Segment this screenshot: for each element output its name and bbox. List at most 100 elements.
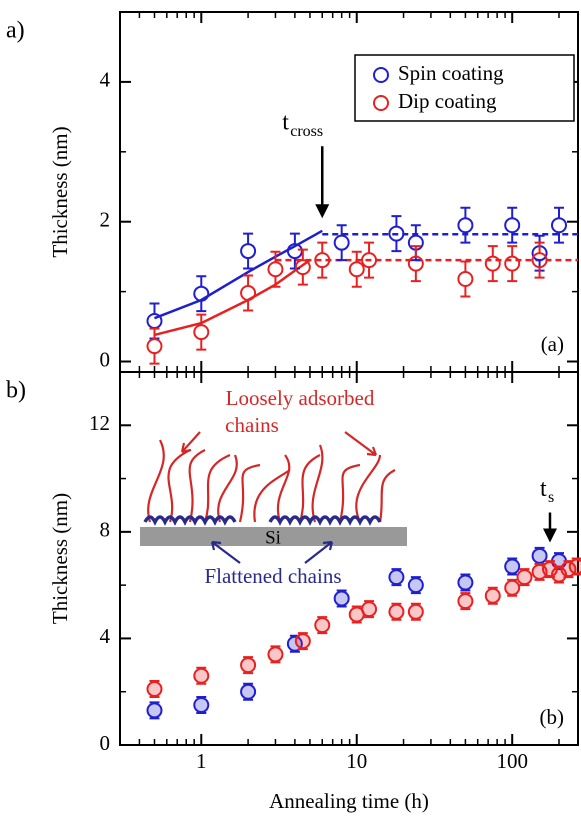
annotation-text: t bbox=[282, 110, 289, 136]
y-tick-label: 8 bbox=[100, 518, 111, 542]
annotation-text: t bbox=[540, 476, 547, 502]
panel-label: b) bbox=[6, 378, 26, 404]
x-axis-label: Annealing time (h) bbox=[269, 789, 429, 813]
illustration-label: Loosely adsorbed bbox=[226, 386, 375, 410]
data-point bbox=[504, 217, 521, 234]
error-bar bbox=[364, 241, 375, 279]
data-point bbox=[531, 547, 548, 564]
error-bar bbox=[297, 248, 308, 286]
data-point bbox=[240, 285, 257, 302]
x-tick-label: 1 bbox=[196, 749, 207, 773]
legend-marker bbox=[373, 95, 389, 111]
illustration-label: chains bbox=[225, 413, 279, 437]
data-point bbox=[457, 574, 474, 591]
y-axis-label: Thickness (nm) bbox=[48, 493, 72, 624]
error-bar bbox=[507, 245, 518, 283]
data-point bbox=[568, 558, 581, 575]
data-point bbox=[457, 271, 474, 288]
data-point bbox=[294, 259, 311, 276]
data-point bbox=[388, 603, 405, 620]
red-arrows bbox=[180, 431, 378, 457]
data-point bbox=[314, 617, 331, 634]
data-point bbox=[294, 633, 311, 650]
y-tick-label: 12 bbox=[89, 411, 110, 435]
error-bar bbox=[534, 241, 545, 279]
flat-chains bbox=[143, 515, 382, 526]
error-bar bbox=[507, 206, 518, 244]
error-bar bbox=[410, 245, 421, 283]
data-point bbox=[267, 646, 284, 663]
panel-label: a) bbox=[6, 18, 25, 44]
data-point bbox=[504, 558, 521, 575]
data-point bbox=[407, 255, 424, 272]
data-point bbox=[516, 569, 533, 586]
data-point bbox=[314, 252, 331, 269]
error-bar bbox=[460, 260, 471, 298]
data-point bbox=[240, 683, 257, 700]
annotation-arrowhead bbox=[542, 528, 557, 543]
error-bar bbox=[243, 232, 254, 270]
legend-marker bbox=[373, 67, 389, 83]
data-point bbox=[240, 243, 257, 260]
fit-curve bbox=[154, 229, 323, 320]
data-point bbox=[146, 681, 163, 698]
legend-box bbox=[354, 54, 575, 122]
data-point bbox=[193, 697, 210, 714]
illustration-label: Flattened chains bbox=[204, 564, 341, 588]
y-tick-label: 0 bbox=[100, 731, 111, 755]
data-point bbox=[333, 234, 350, 251]
data-point bbox=[484, 587, 501, 604]
error-bar bbox=[289, 232, 300, 270]
data-point bbox=[457, 593, 474, 610]
y-tick-label: 4 bbox=[100, 68, 111, 92]
blue-arrows bbox=[210, 540, 334, 564]
panel-inset-label: (b) bbox=[540, 705, 565, 729]
data-point bbox=[484, 255, 501, 272]
data-point bbox=[146, 702, 163, 719]
legend-label: Dip coating bbox=[398, 89, 497, 113]
illustration bbox=[140, 431, 407, 564]
y-tick-label: 2 bbox=[100, 208, 111, 232]
error-bar bbox=[196, 313, 207, 351]
substrate bbox=[140, 527, 407, 546]
x-tick-label: 10 bbox=[346, 749, 367, 773]
error-bar bbox=[196, 275, 207, 313]
annotation-subscript: s bbox=[548, 489, 554, 506]
loose-chains bbox=[147, 439, 396, 523]
data-point bbox=[193, 285, 210, 302]
data-point bbox=[407, 603, 424, 620]
data-point bbox=[267, 261, 284, 278]
data-point bbox=[146, 338, 163, 355]
data-point bbox=[146, 312, 163, 329]
fit-curve bbox=[154, 259, 311, 337]
data-point bbox=[388, 569, 405, 586]
data-point bbox=[348, 261, 365, 278]
error-bar bbox=[243, 274, 254, 312]
data-point bbox=[407, 577, 424, 594]
error-bar bbox=[149, 327, 160, 365]
error-bar bbox=[351, 250, 362, 288]
data-point bbox=[388, 225, 405, 242]
y-axis-label: Thickness (nm) bbox=[48, 126, 72, 257]
x-tick-label: 100 bbox=[496, 749, 528, 773]
annotation-subscript: cross bbox=[290, 123, 323, 140]
y-tick-label: 0 bbox=[100, 347, 111, 371]
error-bar bbox=[336, 224, 347, 262]
data-point bbox=[333, 590, 350, 607]
annotation-arrowhead bbox=[315, 204, 330, 219]
data-point bbox=[541, 561, 558, 578]
y-tick-label: 4 bbox=[100, 624, 111, 648]
data-point bbox=[361, 601, 378, 618]
data-point bbox=[457, 217, 474, 234]
error-bar bbox=[460, 206, 471, 244]
substrate-label: Si bbox=[265, 527, 281, 548]
data-point bbox=[240, 657, 257, 674]
error-bar bbox=[317, 241, 328, 279]
panel-inset-label: (a) bbox=[541, 332, 564, 356]
data-point bbox=[361, 252, 378, 269]
legend-label: Spin coating bbox=[398, 61, 504, 85]
error-bar bbox=[391, 215, 402, 253]
error-bar bbox=[554, 206, 564, 244]
